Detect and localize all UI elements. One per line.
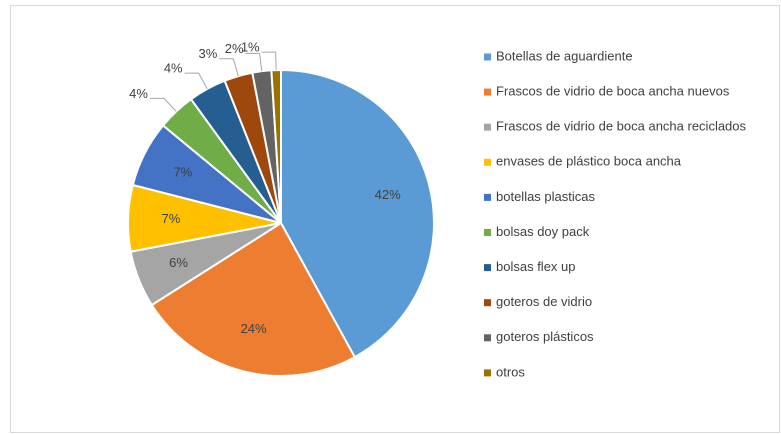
legend-label: envases de plástico boca ancha bbox=[496, 154, 682, 169]
legend-label: bolsas flex up bbox=[496, 259, 576, 274]
legend-label: otros bbox=[496, 364, 525, 379]
leader-line bbox=[245, 52, 263, 72]
legend-swatch bbox=[484, 123, 491, 131]
data-label: 4% bbox=[164, 61, 183, 76]
leader-line bbox=[184, 72, 208, 90]
legend-swatch bbox=[484, 53, 491, 61]
data-label: 2% bbox=[225, 41, 244, 56]
legend-label: Botellas de aguardiente bbox=[496, 48, 633, 63]
legend-label: goteros de vidrio bbox=[496, 294, 592, 309]
legend-swatch bbox=[484, 334, 491, 342]
legend-swatch bbox=[484, 193, 491, 201]
data-label: 7% bbox=[161, 211, 180, 226]
data-label: 6% bbox=[169, 255, 188, 270]
data-label: 7% bbox=[173, 164, 192, 179]
data-label: 3% bbox=[198, 46, 217, 61]
data-label: 1% bbox=[241, 40, 260, 55]
legend-swatch bbox=[484, 299, 491, 307]
data-label: 24% bbox=[241, 321, 267, 336]
leader-line bbox=[219, 58, 239, 77]
legend-swatch bbox=[484, 264, 491, 272]
pie-slice bbox=[280, 68, 435, 359]
legend-label: Frascos de vidrio de boca ancha reciclad… bbox=[496, 119, 747, 134]
legend-swatch bbox=[484, 229, 491, 236]
legend-swatch bbox=[484, 369, 491, 377]
leader-line bbox=[149, 97, 177, 112]
legend-swatch bbox=[484, 158, 491, 166]
legend-swatch bbox=[484, 88, 491, 96]
legend-label: goteros plásticos bbox=[496, 329, 594, 344]
data-label: 4% bbox=[129, 86, 148, 101]
leader-line bbox=[261, 51, 277, 71]
data-label: 42% bbox=[375, 187, 401, 202]
pie-slice bbox=[150, 221, 357, 377]
legend-label: Frascos de vidrio de boca ancha nuevos bbox=[496, 84, 730, 99]
legend-label: botellas plasticas bbox=[496, 189, 595, 204]
legend-label: bolsas doy pack bbox=[496, 224, 590, 239]
